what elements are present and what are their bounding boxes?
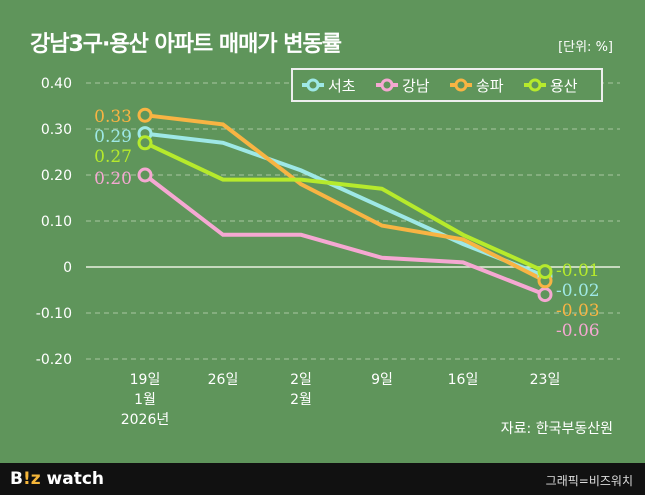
- y-tick-label: 0.10: [41, 214, 72, 230]
- series-line-서초: [144, 131, 546, 279]
- footer-bar: B!z watch 그래픽=비즈워치: [0, 463, 645, 495]
- x-tick-label: 2월: [290, 392, 312, 408]
- legend-label: 강남: [402, 77, 430, 95]
- x-tick-label: 9일: [371, 372, 393, 388]
- y-tick-label: 0: [63, 260, 72, 276]
- legend-marker: [528, 78, 542, 92]
- y-tick-label: -0.10: [36, 306, 72, 322]
- data-point-marker: [537, 264, 553, 280]
- x-tick-label: 1월: [134, 392, 156, 408]
- y-tick-label: 0.20: [41, 168, 72, 184]
- legend-marker: [380, 78, 394, 92]
- data-point-marker: [137, 107, 153, 123]
- legend-marker: [454, 78, 468, 92]
- x-tick-label: 16일: [448, 372, 479, 388]
- x-tick-label: 2일: [290, 372, 312, 388]
- data-point-marker: [137, 167, 153, 183]
- logo-part: B: [10, 469, 23, 489]
- legend-label: 서초: [328, 77, 356, 95]
- legend-box: [291, 68, 603, 102]
- series-line-송파: [144, 113, 546, 283]
- source-label: 자료: 한국부동산원: [500, 421, 613, 437]
- y-tick-label: 0.40: [41, 76, 72, 92]
- legend-label: 용산: [550, 77, 578, 95]
- series-line-강남: [143, 173, 546, 297]
- data-label: 0.33: [94, 107, 132, 127]
- data-point-marker: [137, 135, 153, 151]
- data-label: 0.20: [94, 169, 132, 189]
- legend-marker: [306, 78, 320, 92]
- chart-title: 강남3구·용산 아파트 매매가 변동률: [30, 32, 342, 57]
- y-tick-label: 0.30: [41, 122, 72, 138]
- data-label: -0.01: [556, 261, 600, 281]
- logo-part: watch: [40, 469, 105, 489]
- series-line-용산: [144, 140, 546, 274]
- x-tick-label: 19일: [130, 372, 161, 388]
- data-label: 0.29: [94, 127, 132, 147]
- graphic-credit: 그래픽=비즈워치: [545, 474, 633, 488]
- x-tick-label: 26일: [208, 372, 239, 388]
- x-tick-label: 23일: [530, 372, 561, 388]
- y-tick-label: -0.20: [36, 352, 72, 368]
- data-label: -0.06: [556, 321, 600, 341]
- logo-part: !z: [22, 469, 41, 489]
- unit-label: [단위: %]: [558, 40, 613, 55]
- x-tick-label: 2026년: [121, 412, 170, 428]
- data-label: 0.27: [94, 147, 132, 167]
- data-label: -0.02: [556, 281, 600, 301]
- data-point-marker: [537, 287, 553, 303]
- bizwatch-logo: B!z watch: [10, 469, 104, 489]
- data-label: -0.03: [556, 301, 600, 321]
- legend-label: 송파: [476, 77, 504, 95]
